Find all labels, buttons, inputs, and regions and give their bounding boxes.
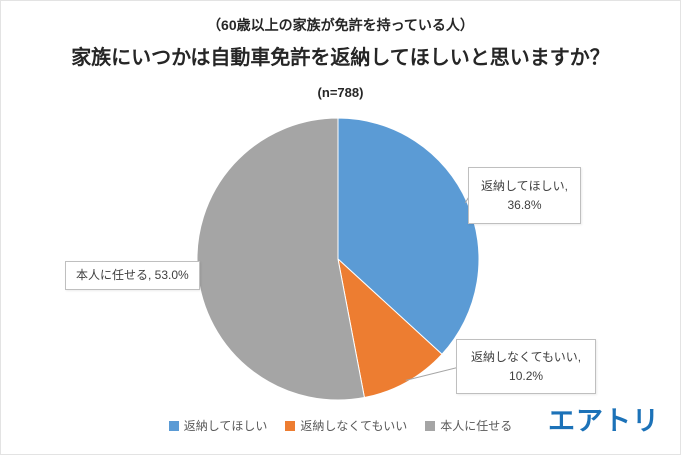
data-label-text: 返納しなくてもいい,: [471, 350, 582, 364]
leader-line-2: [199, 271, 202, 277]
legend-label: 返納しなくてもいい: [300, 419, 408, 433]
chart-supertitle: （60歳以上の家族が免許を持っている人）: [207, 17, 474, 33]
legend-item-no-need-return: 返納しなくてもいい: [285, 417, 407, 434]
chart-title: 家族にいつかは自動車免許を返納してほしいと思いますか？: [71, 47, 610, 69]
legend-item-return-license: 返納してほしい: [168, 417, 268, 434]
legend: 返納してほしい 返納しなくてもいい 本人に任せる: [1, 417, 680, 434]
legend-swatch-gray: [425, 420, 436, 431]
data-label-no-need-return: 返納しなくてもいい, 10.2%: [456, 339, 597, 395]
leader-line-1: [405, 367, 458, 381]
legend-label: 本人に任せる: [440, 419, 513, 433]
data-label-return-license: 返納してほしい, 36.8%: [468, 167, 581, 225]
sample-size-label: (n=788): [317, 85, 364, 100]
data-label-value: 36.8%: [507, 197, 542, 212]
pie-slice-1: [337, 257, 443, 399]
data-label-text: 返納してほしい,: [481, 179, 568, 193]
data-label-text: 本人に任せる, 53.0%: [76, 268, 189, 282]
legend-swatch-blue: [168, 420, 179, 431]
data-label-leave-to-person: 本人に任せる, 53.0%: [65, 261, 200, 290]
pie-slice-0: [337, 117, 480, 355]
legend-swatch-orange: [285, 420, 296, 431]
airtrip-logo: エアトリ: [548, 406, 660, 436]
legend-item-leave-to-person: 本人に任せる: [425, 417, 512, 434]
legend-label: 返納してほしい: [183, 419, 268, 433]
data-label-value: 10.2%: [509, 368, 544, 383]
